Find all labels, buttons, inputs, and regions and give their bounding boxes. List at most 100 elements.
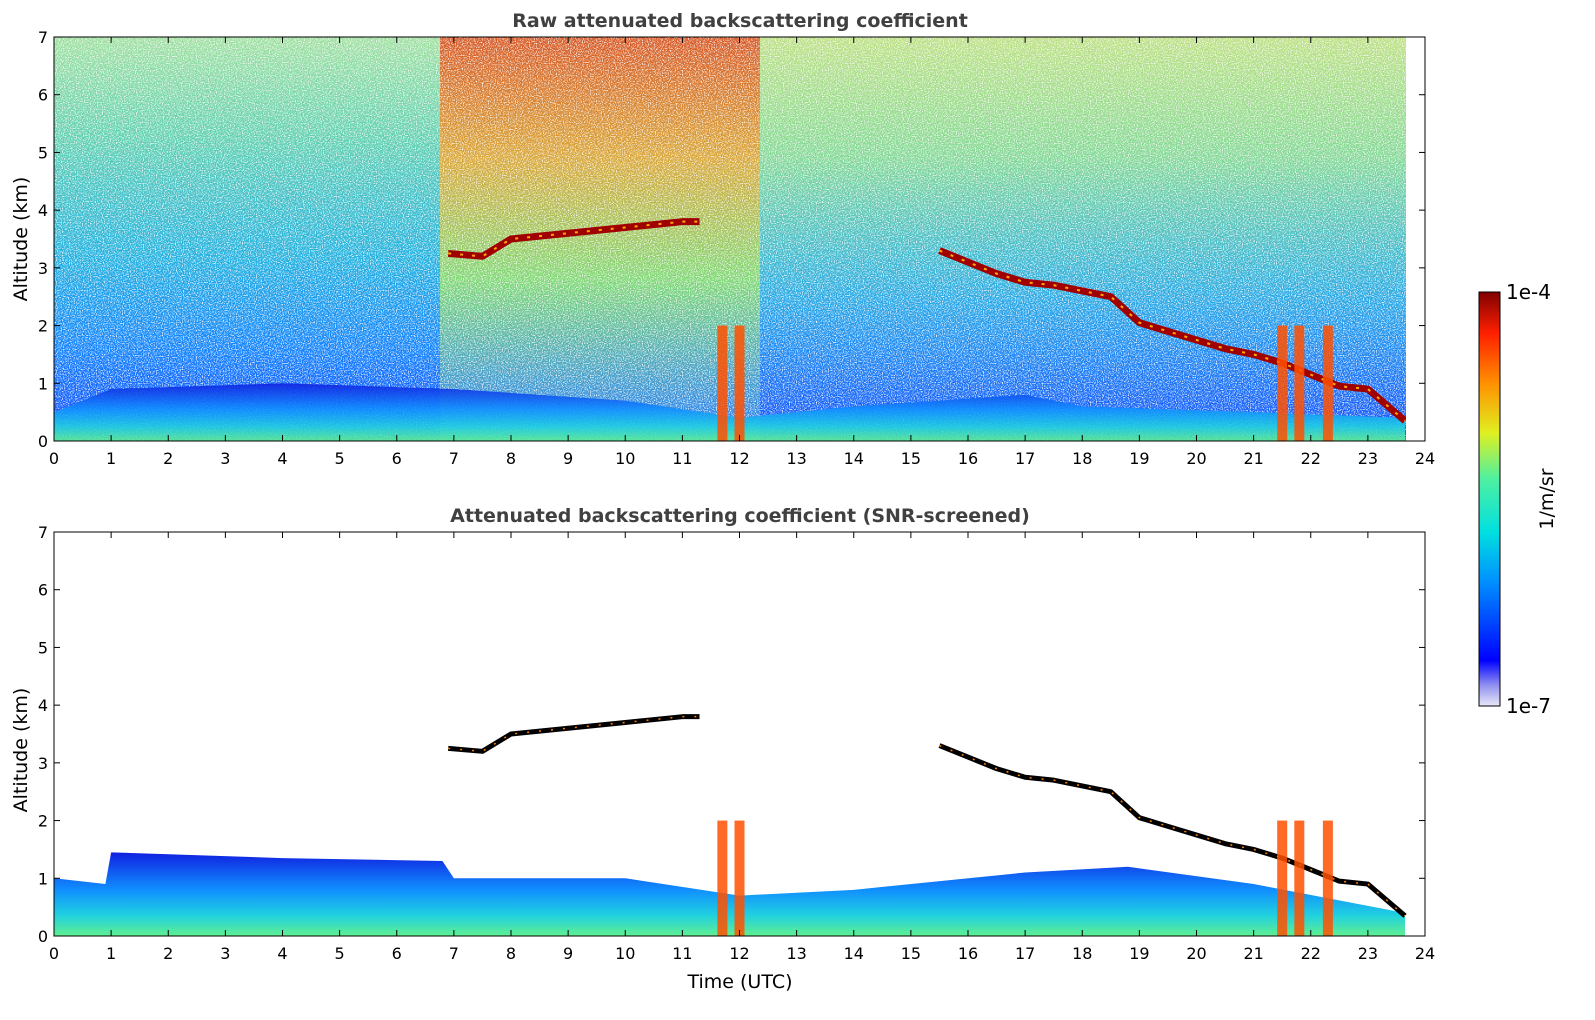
x-tick-label: 16 (958, 449, 978, 468)
x-tick-label: 15 (901, 449, 921, 468)
x-tick-label: 13 (786, 449, 806, 468)
x-tick-label: 9 (563, 449, 573, 468)
x-tick-label: 5 (335, 449, 345, 468)
screened-panel-title: Attenuated backscattering coefficient (S… (450, 505, 1030, 527)
y-tick-label: 2 (38, 317, 48, 336)
screened-precipitation-shaft (1322, 820, 1333, 936)
x-tick-label: 8 (506, 944, 516, 963)
screened-data-layers (447, 714, 1407, 936)
raw-missing-data (1406, 37, 1425, 441)
y-tick-label: 1 (38, 374, 48, 393)
x-tick-label: 17 (1015, 449, 1035, 468)
raw-precipitation-shaft (717, 325, 728, 441)
x-tick-label: 20 (1186, 449, 1206, 468)
x-tick-label: 12 (729, 944, 749, 963)
x-tick-label: 9 (563, 944, 573, 963)
x-tick-label: 4 (277, 944, 287, 963)
x-tick-label: 11 (672, 449, 692, 468)
colorbar: 1e-4 1e-7 1/m/sr (1478, 280, 1558, 718)
x-tick-label: 13 (786, 944, 806, 963)
colorbar-unit-label: 1/m/sr (1536, 468, 1558, 529)
x-tick-label: 4 (277, 449, 287, 468)
screened-y-axis-label: Altitude (km) (10, 688, 32, 813)
x-tick-label: 3 (220, 944, 230, 963)
raw-y-axis-label: Altitude (km) (10, 177, 32, 302)
y-tick-label: 7 (38, 523, 48, 542)
x-tick-label: 7 (449, 449, 459, 468)
x-tick-label: 18 (1072, 449, 1092, 468)
y-tick-label: 2 (38, 812, 48, 831)
y-tick-label: 1 (38, 869, 48, 888)
raw-axes: 0 1 2 3 4 5 6 7 8 9 10 11 12 13 14 15 16 17 18 19 20 21 22 23 24… (38, 28, 1435, 468)
screened-precipitation-shaft (717, 820, 728, 936)
x-tick-label: 21 (1243, 944, 1263, 963)
y-tick-label: 3 (38, 754, 48, 773)
x-tick-label: 18 (1072, 944, 1092, 963)
x-tick-label: 14 (844, 944, 864, 963)
colorbar-max-label: 1e-4 (1506, 280, 1551, 304)
screened-precipitation-shaft (1294, 820, 1305, 936)
x-tick-label: 20 (1186, 944, 1206, 963)
x-tick-label: 19 (1129, 449, 1149, 468)
x-tick-label: 0 (49, 944, 59, 963)
screened-precipitation-shaft (734, 820, 745, 936)
colorbar-gradient (1478, 291, 1501, 707)
x-tick-label: 16 (958, 944, 978, 963)
x-tick-label: 1 (106, 944, 116, 963)
screened-descending-cloud-layer (938, 743, 1407, 918)
x-tick-label: 6 (392, 944, 402, 963)
x-tick-label: 15 (901, 944, 921, 963)
y-tick-label: 6 (38, 581, 48, 600)
y-tick-label: 5 (38, 638, 48, 657)
y-tick-label: 7 (38, 28, 48, 47)
screened-precipitation-shaft (1277, 820, 1288, 936)
y-tick-label: 6 (38, 86, 48, 105)
y-tick-label: 0 (38, 432, 48, 451)
raw-panel-title: Raw attenuated backscattering coefficien… (512, 10, 968, 32)
raw-mid-cloud-layer-edge (448, 220, 700, 258)
x-tick-label: 24 (1415, 449, 1435, 468)
x-tick-label: 7 (449, 944, 459, 963)
raw-aerosol-layer (54, 383, 1406, 441)
x-tick-label: 19 (1129, 944, 1149, 963)
y-tick-label: 5 (38, 143, 48, 162)
x-tick-label: 6 (392, 449, 402, 468)
screened-backscatter-panel: Attenuated backscattering coefficient (S… (10, 505, 1435, 993)
x-tick-label: 24 (1415, 944, 1435, 963)
x-tick-label: 5 (335, 944, 345, 963)
y-tick-label: 3 (38, 259, 48, 278)
x-tick-label: 22 (1301, 944, 1321, 963)
x-tick-label: 10 (615, 944, 635, 963)
y-tick-label: 0 (38, 927, 48, 946)
x-tick-label: 1 (106, 449, 116, 468)
raw-descending-cloud-layer (938, 247, 1408, 424)
raw-precipitation-shaft (1277, 325, 1288, 441)
x-tick-label: 8 (506, 449, 516, 468)
screened-mid-cloud-layer-edge (448, 715, 700, 753)
raw-precipitation-shaft (1322, 325, 1333, 441)
screened-axes: 0 1 2 3 4 5 6 7 8 9 10 11 12 13 14 15 16 17 18 19 20 21 22 23 24… (38, 523, 1435, 963)
x-tick-label: 23 (1358, 449, 1378, 468)
raw-precipitation-shaft (734, 325, 745, 441)
raw-data-layers (54, 218, 1408, 441)
y-tick-label: 4 (38, 696, 48, 715)
x-tick-label: 12 (729, 449, 749, 468)
screened-boundary-layer (54, 852, 1406, 936)
raw-precipitation-shaft (1294, 325, 1305, 441)
x-tick-label: 0 (49, 449, 59, 468)
raw-noise-speckle (54, 37, 1406, 441)
x-tick-label: 2 (163, 944, 173, 963)
x-tick-label: 3 (220, 449, 230, 468)
raw-backscatter-panel: Raw attenuated backscattering coefficien… (10, 10, 1435, 468)
x-tick-label: 22 (1301, 449, 1321, 468)
x-tick-label: 10 (615, 449, 635, 468)
x-axis-label: Time (UTC) (686, 971, 792, 993)
x-tick-label: 23 (1358, 944, 1378, 963)
x-tick-label: 21 (1243, 449, 1263, 468)
colorbar-min-label: 1e-7 (1506, 694, 1551, 718)
y-tick-label: 4 (38, 201, 48, 220)
x-tick-label: 11 (672, 944, 692, 963)
x-tick-label: 2 (163, 449, 173, 468)
x-tick-label: 14 (844, 449, 864, 468)
